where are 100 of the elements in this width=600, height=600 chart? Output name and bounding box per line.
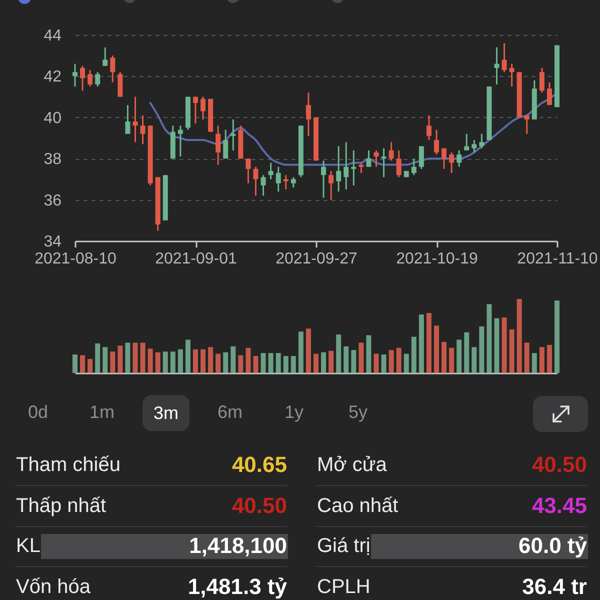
candlestick (411, 158, 416, 176)
candlestick (306, 92, 311, 137)
candlestick (253, 166, 258, 196)
text: KL (16, 535, 40, 557)
bar (442, 342, 447, 373)
bar (216, 354, 221, 373)
x-tick-label: 2021-09-01 (155, 250, 238, 268)
candlestick (418, 145, 424, 170)
bar (290, 356, 296, 373)
candlestick (276, 166, 281, 192)
candlestick (546, 82, 552, 106)
bar (486, 304, 492, 373)
bar (381, 354, 386, 373)
candlestick (95, 71, 100, 88)
candlestick (502, 42, 507, 73)
bar (456, 340, 462, 373)
bar (336, 334, 342, 373)
candlestick (328, 170, 334, 201)
bar (479, 326, 484, 373)
bar (502, 318, 507, 373)
candlestick (456, 150, 462, 168)
bar (464, 332, 470, 373)
text: 1,481.3 tỷ (188, 573, 287, 599)
y-tick-label: 40 (44, 110, 62, 127)
bar (283, 356, 288, 373)
bar (344, 346, 349, 373)
text: 40.50 (532, 452, 587, 478)
y-tick-label: 44 (44, 28, 62, 44)
text: 36.4 tr (522, 573, 587, 599)
candlestick (290, 176, 296, 188)
candlestick (132, 96, 138, 143)
candlestick (140, 114, 146, 145)
bar (546, 344, 552, 373)
bar (223, 352, 228, 373)
candlestick (72, 63, 78, 88)
bar (118, 346, 123, 373)
bar (374, 354, 379, 373)
candlestick (509, 63, 514, 88)
text: 6m (217, 402, 243, 423)
candlestick (110, 54, 116, 84)
x-tick-label: 2021-09-27 (276, 250, 358, 268)
text: Cao nhất (317, 494, 398, 516)
x-tick-label: 2021-11-10 (517, 250, 598, 268)
text: 3m (142, 395, 190, 431)
y-tick-label: 42 (44, 68, 62, 86)
candlestick (396, 150, 402, 178)
bar (411, 336, 416, 373)
x-tick-label: 2021-10-19 (396, 250, 478, 268)
bar (238, 355, 244, 373)
bar (102, 347, 108, 373)
text: Thấp nhất (16, 494, 106, 516)
candlestick (336, 145, 342, 192)
bar (276, 353, 281, 373)
candlestick (118, 71, 123, 98)
bar (314, 354, 318, 373)
candlestick (88, 69, 93, 88)
candlestick (374, 150, 379, 168)
bar (260, 353, 266, 373)
bar (306, 328, 311, 373)
y-tick-label: 36 (44, 192, 62, 210)
candlestick (464, 133, 470, 152)
bar (155, 352, 160, 373)
text: 1y (284, 402, 304, 423)
candlestick (321, 160, 326, 198)
candlestick (472, 139, 477, 154)
bar (404, 354, 409, 373)
bar (80, 355, 86, 373)
candlestick (442, 148, 447, 170)
candlestick (494, 46, 500, 86)
candlestick (381, 148, 386, 178)
bar (125, 342, 130, 373)
text: 60.0 tỷ (518, 532, 587, 558)
bar (72, 354, 78, 373)
candlestick (479, 133, 484, 150)
candlestick (102, 46, 108, 67)
bar (388, 350, 394, 373)
y-tick-label: 38 (44, 151, 62, 168)
x-tick-label: 2021-08-10 (34, 250, 117, 268)
bar (268, 353, 274, 373)
bar (253, 356, 258, 373)
candlestick (268, 162, 274, 180)
candlestick (388, 141, 394, 162)
candlestick (230, 118, 236, 152)
bar (246, 348, 251, 373)
candlestick (344, 141, 349, 190)
text: 1,418,100 (189, 532, 287, 558)
bar (516, 299, 522, 373)
bar (434, 326, 439, 373)
candlestick (351, 150, 356, 186)
bar (328, 350, 334, 373)
candlestick (283, 174, 288, 190)
bar (396, 348, 402, 373)
bar (170, 352, 176, 373)
candlestick (524, 114, 530, 135)
candlestick (358, 162, 364, 174)
bar (321, 352, 326, 373)
bar (366, 335, 372, 373)
y-tick-label: 34 (44, 234, 62, 250)
text: Vốn hóa (16, 576, 91, 598)
candlestick (366, 150, 372, 168)
